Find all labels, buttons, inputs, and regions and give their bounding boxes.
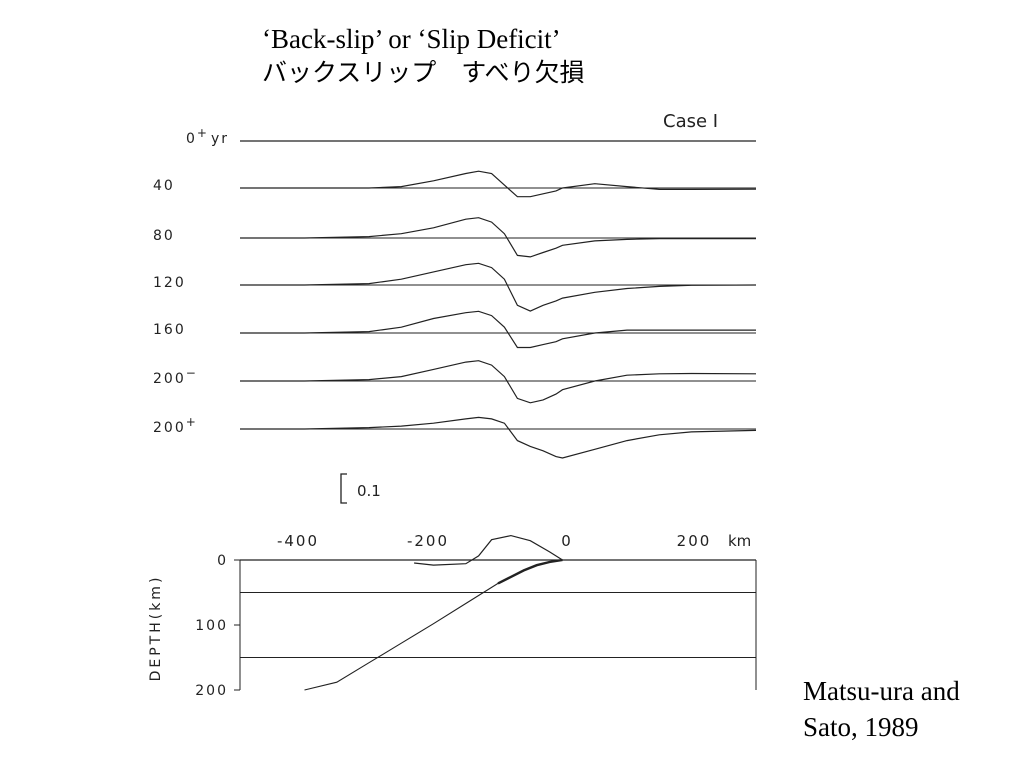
displacement-curve [240,170,757,198]
x-tick-label: -200 [407,532,449,550]
coupled-zone [497,558,563,585]
x-axis-ticks: -400 -200 0 200 [277,532,712,550]
case-label: Case I [663,111,718,132]
time-row-label: 160 [153,322,186,338]
time-row-label: 200− [153,366,198,387]
time-row-label: 40 [153,178,175,194]
displacement-curve [240,310,756,349]
depth-panel [239,534,757,691]
time-row-label: 120 [153,275,186,291]
depth-tick-label: 100 [195,618,228,634]
x-axis-unit: km [728,532,751,550]
plate-interface [304,559,563,691]
displacement-curve [240,217,756,258]
displacement-curve [240,360,757,404]
time-row-labels: 0+ yr 40 80 120 160 200− 200+ [153,126,229,436]
slip-deficit-curve [414,534,563,566]
slide-title: ‘Back-slip’ or ‘Slip Deficit’ バックスリップ すべ… [262,22,682,90]
scale-bar-label: 0.1 [357,482,381,500]
citation-line-2: Sato, 1989 [803,712,919,742]
depth-axis-label: DEPTH(km) [148,575,164,682]
scale-bar: 0.1 [340,473,381,504]
slide-title-japanese: バックスリップ すべり欠損 [262,58,585,87]
x-tick-label: 0 [561,532,573,550]
x-tick-label: -400 [277,532,319,550]
citation-line-1: Matsu-ura and [803,676,960,706]
displacement-rows [240,140,757,459]
displacement-curve [240,416,757,459]
x-tick-label: 200 [677,532,712,550]
slide-title-english: ‘Back-slip’ or ‘Slip Deficit’ [262,24,561,54]
time-row-label: 200+ [153,415,198,436]
time-row-label: 0+ yr [186,126,229,147]
depth-tick-label: 0 [217,553,228,569]
time-row-label: 80 [153,228,175,244]
depth-tick-label: 200 [195,683,228,699]
depth-axis-ticks: 0 100 200 [195,553,240,699]
citation: Matsu-ura and Sato, 1989 [803,673,1018,745]
displacement-curve [240,262,757,312]
